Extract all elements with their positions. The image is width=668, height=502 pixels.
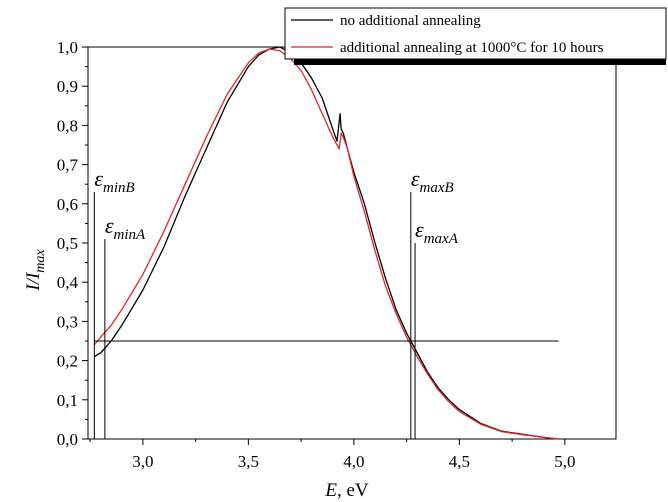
series-line-no-annealing — [93, 46, 559, 440]
marker-label-epsilon: ε — [411, 166, 420, 191]
y-tick-label: 0,6 — [57, 195, 78, 214]
y-axis-title-sub: max — [33, 249, 48, 273]
y-tick-label: 0,3 — [57, 312, 78, 331]
y-axis-title-base: I/I — [23, 271, 44, 292]
marker-label-epsilon: ε — [94, 166, 103, 191]
y-tick-label: 1,0 — [57, 38, 78, 57]
y-tick-label: 0,4 — [57, 273, 79, 292]
legend-label-no-annealing: no additional annealing — [340, 13, 481, 29]
marker-label-minA: εminA — [105, 213, 146, 243]
y-tick-label: 0,0 — [57, 430, 78, 449]
x-axis-title: E, eV — [324, 480, 369, 501]
x-tick-label: 4,5 — [449, 452, 470, 471]
plot-frame — [87, 46, 617, 440]
axes: 0,0 0,1 0,2 0,3 0,4 0,5 0,6 0,7 0,8 0,9 1,0 3,0 3,5 4… — [57, 38, 617, 471]
legend-box — [284, 7, 667, 60]
y-tick-label: 0,2 — [57, 352, 78, 371]
y-tick-label: 0,1 — [57, 391, 78, 410]
marker-label-epsilon: ε — [415, 217, 424, 242]
marker-label-subscript: minB — [103, 180, 135, 196]
y-tick-label: 0,8 — [57, 116, 78, 135]
x-axis-title-unit: , eV — [337, 480, 369, 501]
x-tick-label: 4,0 — [343, 452, 364, 471]
y-tick-label: 0,7 — [57, 156, 79, 175]
legend: no additional annealing additional annea… — [284, 7, 667, 65]
series-line-annealing — [93, 48, 559, 440]
marker-label-maxB: εmaxB — [411, 166, 454, 196]
legend-shadow — [294, 59, 666, 65]
x-tick-label: 3,0 — [132, 452, 153, 471]
marker-label-subscript: minA — [114, 227, 147, 243]
y-tick-label: 0,9 — [57, 77, 78, 96]
marker-label-subscript: maxA — [424, 231, 459, 247]
legend-label-annealing: additional annealing at 1000°C for 10 ho… — [340, 40, 604, 56]
series-group — [93, 46, 559, 440]
marker-label-minB: εminB — [94, 166, 134, 196]
marker-label-subscript: maxB — [420, 180, 454, 196]
marker-label-maxA: εmaxA — [415, 217, 459, 247]
x-axis-title-var: E — [324, 480, 337, 501]
y-axis-title: I/Imax — [23, 249, 48, 292]
x-tick-label: 5,0 — [554, 452, 575, 471]
x-tick-label: 3,5 — [238, 452, 259, 471]
marker-label-epsilon: ε — [105, 213, 114, 238]
y-tick-label: 0,5 — [57, 234, 78, 253]
